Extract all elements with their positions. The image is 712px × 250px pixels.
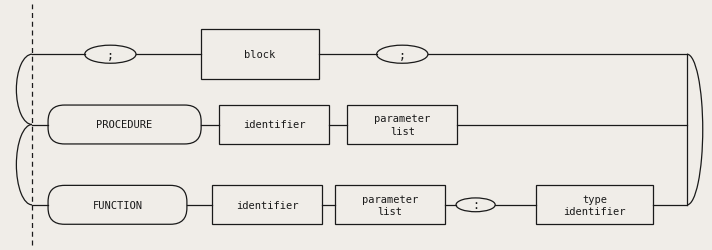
FancyBboxPatch shape (48, 106, 201, 144)
Text: ;: ; (399, 48, 406, 62)
Text: identifier: identifier (243, 120, 305, 130)
Text: parameter
list: parameter list (362, 194, 419, 216)
Bar (347, 106, 457, 144)
Text: :: : (472, 198, 479, 211)
Bar (219, 106, 329, 144)
Bar (201, 30, 318, 80)
Text: FUNCTION: FUNCTION (93, 200, 142, 210)
FancyBboxPatch shape (48, 186, 187, 224)
Text: type
identifier: type identifier (563, 194, 626, 216)
Text: ;: ; (107, 48, 114, 62)
Bar (335, 186, 446, 224)
Text: block: block (244, 50, 276, 60)
Text: PROCEDURE: PROCEDURE (96, 120, 153, 130)
Bar (535, 186, 654, 224)
Bar (212, 186, 322, 224)
Text: parameter
list: parameter list (374, 114, 431, 136)
Text: identifier: identifier (236, 200, 298, 210)
